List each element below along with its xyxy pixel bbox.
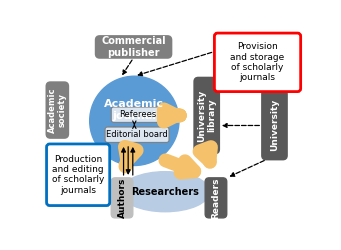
FancyBboxPatch shape: [205, 178, 227, 218]
Text: University: University: [270, 98, 279, 151]
FancyBboxPatch shape: [47, 144, 110, 206]
Text: Commercial
publisher: Commercial publisher: [101, 36, 166, 58]
Text: Authors: Authors: [118, 178, 127, 218]
Text: Researchers: Researchers: [131, 187, 199, 197]
FancyBboxPatch shape: [105, 127, 169, 142]
Text: Readers: Readers: [211, 177, 221, 218]
Text: Academic
journal: Academic journal: [104, 99, 164, 121]
FancyBboxPatch shape: [47, 82, 68, 138]
Text: Referees: Referees: [119, 110, 156, 119]
FancyBboxPatch shape: [96, 36, 171, 58]
FancyBboxPatch shape: [214, 33, 301, 92]
FancyBboxPatch shape: [111, 107, 164, 122]
Text: Academic
society: Academic society: [48, 87, 67, 133]
Text: University
library: University library: [197, 89, 217, 142]
FancyBboxPatch shape: [262, 90, 287, 159]
FancyBboxPatch shape: [194, 78, 219, 153]
FancyBboxPatch shape: [111, 178, 133, 218]
Ellipse shape: [120, 172, 210, 212]
Text: Editorial board: Editorial board: [106, 130, 168, 139]
Text: Provision
and storage
of scholarly
journals: Provision and storage of scholarly journ…: [231, 42, 285, 82]
Text: Production
and editing
of scholarly
journals: Production and editing of scholarly jour…: [52, 155, 104, 195]
Circle shape: [90, 76, 179, 166]
